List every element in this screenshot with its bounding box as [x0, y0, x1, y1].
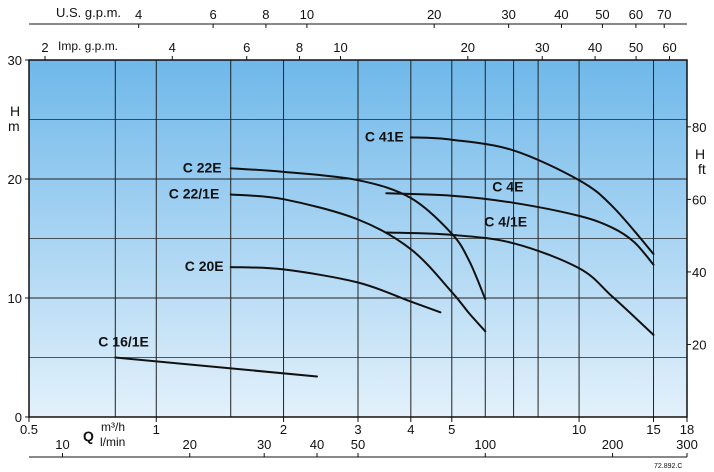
head-ft-tick-label: 60 — [692, 192, 706, 207]
x-axis-label: Q — [83, 428, 94, 444]
flow-m3h-tick-label: 18 — [680, 422, 694, 437]
curve-labels: C 41E C 22E C 22/1E C 4E C 4/1E C 20E C 16/1E — [98, 128, 527, 349]
head-m-ticks: 0 10 20 30 — [8, 53, 29, 425]
impgpm-tick-label: 40 — [588, 40, 602, 55]
usgpm-tick-label: 6 — [209, 7, 216, 22]
usgpm-tick-label: 70 — [657, 7, 671, 22]
y-axis-unit-left: m — [8, 118, 20, 134]
curve-label-c-41e: C 41E — [365, 128, 404, 144]
curve-c-20e — [229, 266, 442, 314]
curve-label-c-4e: C 4E — [492, 178, 523, 194]
usgpm-tick-label: 20 — [427, 7, 441, 22]
y-axis-unit-right: ft — [698, 161, 706, 177]
impgpm-tick-label: 10 — [333, 40, 347, 55]
head-ft-ticks: 20 40 60 80 — [687, 120, 706, 352]
flow-m3h-tick-label: 2 — [280, 422, 287, 437]
head-m-tick-label: 30 — [8, 53, 22, 68]
impgpm-tick-label: 6 — [243, 40, 250, 55]
flow-lmin-ticks: 10 20 30 40 50 100 200 300 — [55, 437, 698, 457]
usgpm-tick-label: 60 — [629, 7, 643, 22]
curve-c-16-1e — [114, 356, 318, 378]
curve-c-22e — [229, 167, 487, 301]
flow-m3h-tick-label: 10 — [572, 422, 586, 437]
usgpm-tick-label: 50 — [595, 7, 609, 22]
head-m-tick-label: 0 — [15, 410, 22, 425]
curve-label-c-16-1e: C 16/1E — [98, 334, 149, 350]
usgpm-tick-label: 8 — [262, 7, 269, 22]
head-ft-tick-label: 40 — [692, 265, 706, 280]
flow-m3h-tick-label: 0.5 — [20, 422, 38, 437]
flow-m3h-ticks: 0.5 1 2 3 4 5 10 15 18 — [20, 417, 694, 437]
head-m-tick-label: 10 — [8, 291, 22, 306]
head-m-tick-label: 20 — [8, 172, 22, 187]
curve-label-c-22-1e: C 22/1E — [169, 185, 220, 201]
impgpm-tick-label: 50 — [629, 40, 643, 55]
flow-m3h-tick-label: 3 — [354, 422, 361, 437]
usgpm-tick-label: 4 — [135, 7, 142, 22]
grid-lines — [29, 60, 687, 417]
impgpm-axis-label: Imp. g.p.m. — [58, 39, 118, 53]
head-ft-tick-label: 80 — [692, 120, 706, 135]
impgpm-tick-label: 4 — [169, 40, 176, 55]
y-axis-label-left: H — [10, 103, 20, 119]
curve-c-41e — [409, 136, 655, 255]
curve-label-c-4-1e: C 4/1E — [484, 214, 527, 230]
flow-m3h-tick-label: 5 — [448, 422, 455, 437]
usgpm-axis-label: U.S. g.p.m. — [56, 5, 121, 20]
curve-label-c-22e: C 22E — [183, 159, 222, 175]
usgpm-tick-label: 40 — [554, 7, 568, 22]
performance-curves — [114, 136, 655, 378]
curve-c-4e — [385, 192, 655, 266]
flow-lmin-tick-label: 300 — [676, 437, 698, 452]
flow-lmin-tick-label: 20 — [183, 437, 197, 452]
impgpm-tick-label: 20 — [461, 40, 475, 55]
usgpm-ticks: 4 6 8 10 20 30 40 50 60 70 — [135, 7, 671, 28]
flow-lmin-tick-label: 30 — [257, 437, 271, 452]
head-ft-tick-label: 20 — [692, 337, 706, 352]
flow-m3h-tick-label: 15 — [646, 422, 660, 437]
impgpm-tick-label: 8 — [296, 40, 303, 55]
impgpm-ticks: 2 4 6 8 10 20 30 40 50 60 — [41, 40, 677, 60]
curve-c-22-1e — [229, 193, 487, 333]
flow-m3h-tick-label: 4 — [407, 422, 414, 437]
reference-code: 72.892.C — [654, 463, 682, 470]
impgpm-tick-label: 30 — [535, 40, 549, 55]
impgpm-tick-label: 2 — [41, 40, 48, 55]
flow-lmin-tick-label: 10 — [55, 437, 69, 452]
x-axis-unit-lmin: l/min — [100, 435, 125, 449]
y-axis-label-right: H — [695, 146, 705, 162]
curve-c-4-1e — [385, 231, 655, 336]
x-axis-unit-m3h: m³/h — [101, 420, 125, 434]
flow-m3h-tick-label: 1 — [153, 422, 160, 437]
impgpm-tick-label: 60 — [662, 40, 676, 55]
flow-lmin-tick-label: 200 — [602, 437, 624, 452]
usgpm-tick-label: 30 — [501, 7, 515, 22]
flow-lmin-tick-label: 100 — [474, 437, 496, 452]
curve-label-c-20e: C 20E — [185, 258, 224, 274]
flow-lmin-tick-label: 50 — [351, 437, 365, 452]
flow-lmin-tick-label: 40 — [310, 437, 324, 452]
usgpm-tick-label: 10 — [300, 7, 314, 22]
